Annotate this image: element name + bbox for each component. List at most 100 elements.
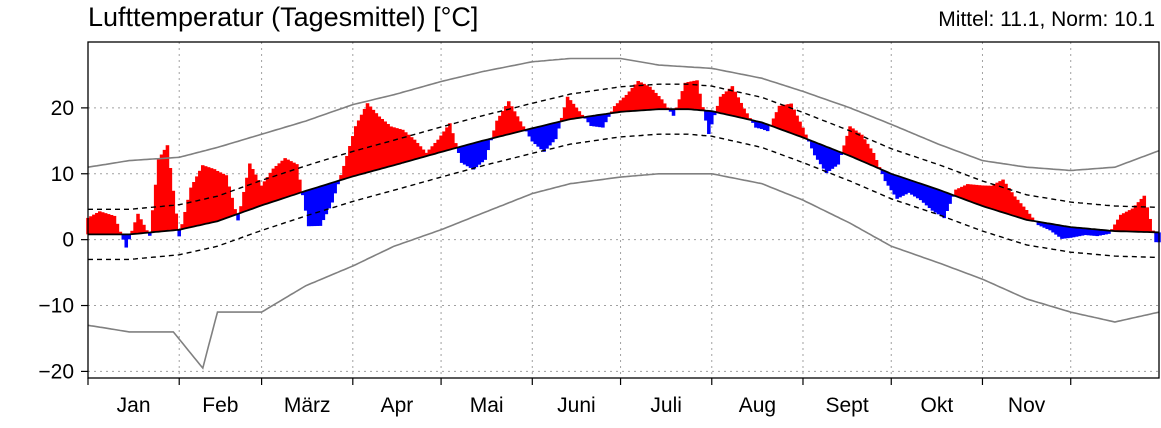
anomaly-bar-above: [1139, 198, 1144, 232]
anomaly-bar-below: [315, 187, 320, 226]
anomaly-bar-above: [783, 104, 788, 132]
anomaly-bar-above: [862, 139, 867, 163]
anomaly-bar-above: [112, 215, 117, 235]
anomaly-bar-below: [827, 147, 832, 171]
anomaly-bar-above: [580, 114, 585, 118]
anomaly-bar-above: [150, 210, 155, 233]
anomaly-bar-below: [1089, 228, 1094, 236]
anomaly-bar-below: [551, 123, 555, 143]
anomaly-bar-above: [651, 89, 655, 110]
anomaly-bar-above: [230, 197, 234, 216]
anomaly-bar-below: [824, 146, 829, 174]
anomaly-bar-above: [162, 149, 167, 232]
anomaly-bar-below: [1095, 229, 1099, 237]
y-tick-label: −20: [38, 360, 74, 383]
anomaly-bar-above: [118, 231, 123, 235]
anomaly-bar-above: [159, 154, 164, 232]
anomaly-bar-above: [277, 163, 282, 200]
anomaly-bar-above: [954, 189, 958, 197]
anomaly-bar-above: [89, 216, 93, 235]
anomaly-bar-above: [245, 177, 249, 211]
anomaly-bar-below: [1092, 229, 1097, 236]
x-tick-label: Aug: [739, 394, 776, 417]
anomaly-bar-above: [392, 127, 396, 166]
anomaly-bar-above: [559, 117, 564, 122]
anomaly-bar-above: [739, 102, 743, 118]
anomaly-bar-below: [586, 116, 590, 123]
anomaly-bar-above: [130, 230, 134, 235]
anomaly-bar-below: [886, 172, 891, 186]
anomaly-bar-above: [506, 101, 511, 135]
anomaly-bar-above: [100, 212, 105, 235]
anomaly-bar-above: [250, 169, 255, 209]
x-tick-label: Nov: [1008, 394, 1046, 417]
anomaly-bar-above: [189, 187, 193, 228]
anomaly-bar-above: [774, 112, 779, 128]
anomaly-bar-below: [121, 234, 126, 240]
x-tick-label: Juli: [650, 394, 682, 417]
anomaly-bar-below: [527, 129, 532, 137]
anomaly-bar-above: [654, 92, 658, 110]
x-tick-label: Apr: [381, 394, 414, 417]
anomaly-bar-above: [789, 103, 793, 134]
anomaly-bar-above: [727, 88, 732, 116]
anomaly-bar-above: [974, 184, 979, 204]
anomaly-bar-below: [595, 115, 599, 127]
anomaly-bar-above: [436, 139, 440, 153]
anomaly-bar-above: [295, 164, 299, 194]
anomaly-bar-below: [1086, 228, 1091, 236]
anomaly-bar-below: [465, 144, 470, 167]
anomaly-bar-above: [1001, 179, 1005, 213]
anomaly-bar-above: [165, 145, 170, 231]
anomaly-bar-above: [792, 109, 796, 135]
anomaly-bar-below: [883, 171, 888, 182]
anomaly-bar-below: [818, 144, 823, 165]
anomaly-bar-above: [186, 199, 190, 228]
anomaly-bar-below: [1083, 228, 1088, 236]
anomaly-bar-above: [109, 215, 114, 235]
anomaly-bar-above: [980, 185, 985, 207]
anomaly-bar-above: [977, 185, 982, 205]
anomaly-bar-above: [1018, 203, 1023, 219]
anomaly-bar-below: [910, 180, 914, 195]
anomaly-bar-above: [421, 149, 426, 157]
anomaly-bar-below: [480, 140, 485, 163]
extreme-max-line: [87, 57, 1160, 172]
anomaly-bar-below: [1101, 230, 1105, 235]
anomaly-bar-above: [577, 111, 582, 118]
anomaly-bar-above: [498, 115, 502, 137]
anomaly-bar-above: [253, 174, 258, 208]
anomaly-bar-below: [530, 128, 535, 142]
anomaly-bar-above: [1007, 187, 1011, 215]
anomaly-bar-above: [389, 126, 393, 166]
anomaly-bar-above: [156, 159, 161, 232]
anomaly-bar-above: [771, 118, 776, 127]
anomaly-bar-above: [415, 142, 420, 159]
anomaly-bar-above: [686, 82, 691, 110]
anomaly-bar-below: [833, 150, 838, 167]
anomaly-bar-below: [895, 175, 899, 199]
anomaly-bar-below: [709, 111, 714, 125]
anomaly-bar-above: [356, 120, 361, 175]
anomaly-bar-above: [242, 191, 246, 212]
anomaly-bar-above: [286, 159, 290, 197]
anomaly-bar-above: [145, 230, 149, 233]
anomaly-bar-above: [715, 105, 720, 113]
anomaly-bar-above: [986, 185, 991, 208]
anomaly-bar-above: [409, 137, 414, 161]
anomaly-bar-above: [501, 110, 505, 136]
anomaly-bar-above: [692, 80, 696, 110]
x-tick-label: Juni: [557, 394, 596, 417]
anomaly-bar-above: [136, 213, 140, 234]
anomaly-bar-above: [368, 106, 373, 172]
anomaly-bar-above: [995, 182, 999, 211]
y-tick-label: 20: [51, 97, 74, 120]
anomaly-bar-above: [657, 96, 661, 110]
x-tick-label: März: [284, 394, 331, 417]
anomaly-bar-above: [406, 134, 411, 162]
anomaly-bar-above: [395, 128, 399, 165]
anomaly-bar-below: [556, 121, 561, 129]
anomaly-bar-above: [1010, 192, 1014, 216]
anomaly-bar-below: [1048, 223, 1052, 231]
